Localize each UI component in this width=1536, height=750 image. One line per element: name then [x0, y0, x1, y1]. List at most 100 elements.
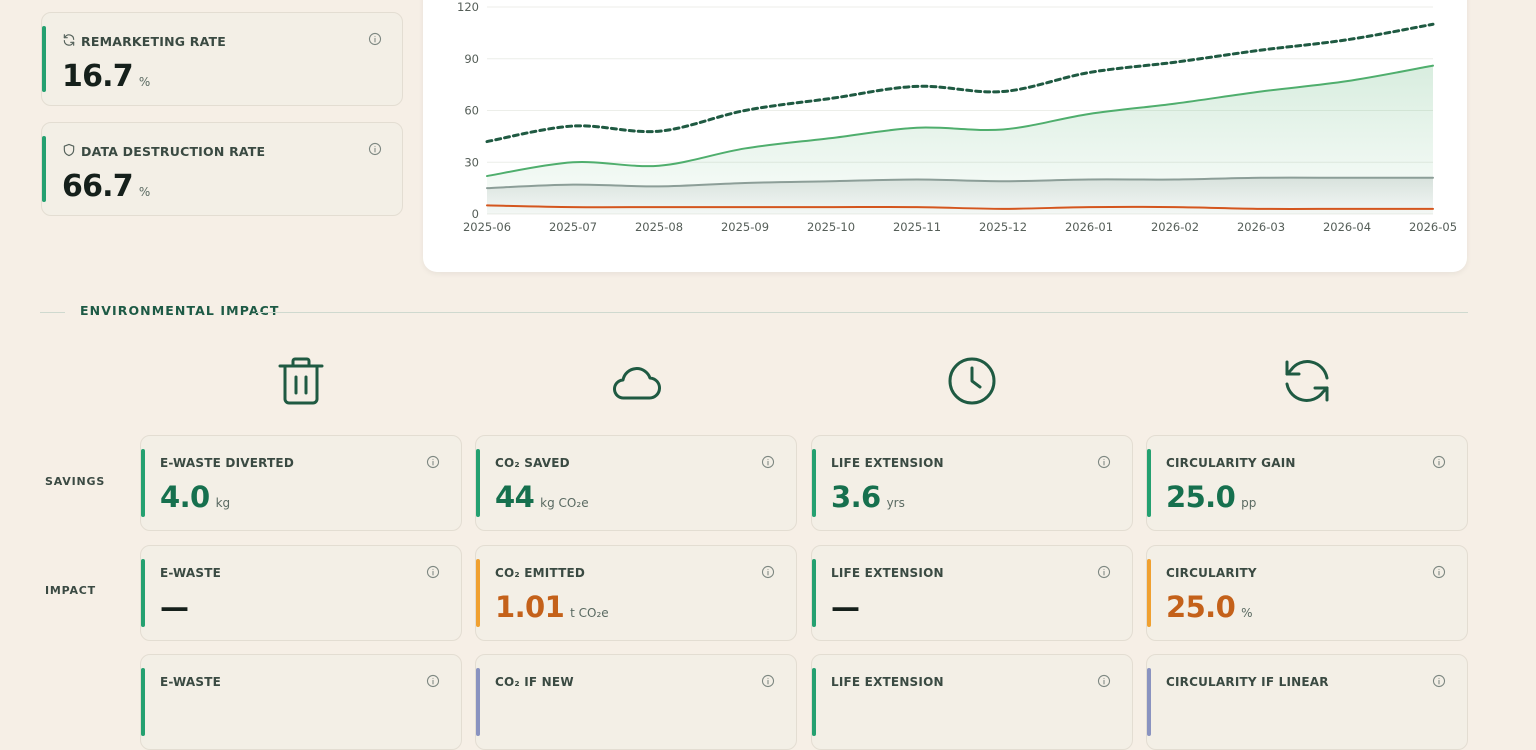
metric-card: LIFE EXTENSION	[811, 654, 1133, 750]
x-tick-label: 2026-05	[1409, 220, 1457, 234]
metric-card: LIFE EXTENSION —	[811, 545, 1133, 641]
metric-card: E-WASTE DIVERTED 4.0 kg	[140, 435, 462, 531]
metric-value: 44	[495, 480, 535, 514]
metric-label: E-WASTE	[160, 566, 222, 580]
metric-label: CIRCULARITY GAIN	[1166, 456, 1296, 470]
accent-bar	[1147, 559, 1151, 627]
metric-label: CO₂ EMITTED	[495, 566, 586, 580]
info-icon[interactable]	[1432, 565, 1446, 579]
x-tick-label: 2026-01	[1065, 220, 1113, 234]
series-area-1	[487, 65, 1433, 215]
info-icon[interactable]	[368, 142, 382, 156]
metric-label: CO₂ IF NEW	[495, 675, 574, 689]
stat-label: DATA DESTRUCTION RATE	[81, 144, 266, 159]
clock-icon	[948, 357, 996, 405]
metric-unit: pp	[1241, 496, 1257, 510]
metric-unit: yrs	[886, 496, 905, 510]
metric-unit: t CO₂e	[570, 606, 609, 620]
series-area-2	[487, 177, 1433, 214]
info-icon[interactable]	[1097, 565, 1111, 579]
metric-value-row: 44 kg CO₂e	[495, 480, 589, 514]
x-tick-label: 2025-06	[463, 220, 511, 234]
stat-value: 66.7	[62, 169, 134, 204]
metric-value-row: 25.0%	[1166, 590, 1253, 624]
metric-value: 1.01	[495, 590, 565, 624]
x-tick-label: 2025-10	[807, 220, 855, 234]
metric-label: LIFE EXTENSION	[831, 456, 944, 470]
trend-line-chart: 0 30 60 90 120 2025-06 2025-07 2025-08 2025-09 20…	[457, 0, 1457, 234]
stat-value: 16.7	[62, 59, 134, 94]
metric-label: CIRCULARITY IF LINEAR	[1166, 675, 1329, 689]
metric-value-row: 3.6 yrs	[831, 480, 905, 514]
metric-value: 25.0	[1166, 480, 1236, 514]
series-line-3	[486, 204, 1434, 210]
info-icon[interactable]	[426, 674, 440, 688]
refresh-icon	[1285, 360, 1329, 402]
metric-unit: kg	[215, 496, 231, 510]
metric-value: 25.0	[1166, 590, 1236, 624]
divider-line	[40, 312, 65, 313]
x-tick-label: 2025-11	[893, 220, 941, 234]
metric-value-row: —	[160, 590, 194, 624]
accent-bar	[812, 449, 816, 517]
metric-label: E-WASTE DIVERTED	[160, 456, 294, 470]
accent-bar	[141, 559, 145, 627]
metric-card: LIFE EXTENSION 3.6 yrs	[811, 435, 1133, 531]
stat-card-data-destruction-rate: DATA DESTRUCTION RATE 66.7%	[41, 122, 403, 216]
accent-bar	[812, 559, 816, 627]
metric-value-row: 4.0 kg	[160, 480, 230, 514]
accent-bar	[141, 449, 145, 517]
info-icon[interactable]	[426, 565, 440, 579]
stat-card-remarketing-rate: REMARKETING RATE 16.7%	[41, 12, 403, 106]
metric-value: 4.0	[160, 480, 210, 514]
info-icon[interactable]	[761, 455, 775, 469]
info-icon[interactable]	[1432, 455, 1446, 469]
trend-chart-card: 0 30 60 90 120 2025-06 2025-07 2025-08 2025-09 20…	[423, 0, 1467, 272]
series-line-2	[486, 176, 1434, 190]
metric-unit: %	[1241, 606, 1253, 620]
info-icon[interactable]	[1097, 455, 1111, 469]
metric-card: CO₂ EMITTED 1.01 t CO₂e	[475, 545, 797, 641]
section-header-environmental-impact: ENVIRONMENTAL IMPACT	[40, 303, 1468, 321]
trash-icon	[278, 357, 324, 405]
accent-bar	[42, 136, 46, 202]
shield-icon	[63, 143, 75, 157]
metric-label: CO₂ SAVED	[495, 456, 570, 470]
metric-label: LIFE EXTENSION	[831, 566, 944, 580]
x-tick-label: 2025-12	[979, 220, 1027, 234]
info-icon[interactable]	[368, 32, 382, 46]
info-icon[interactable]	[426, 455, 440, 469]
refresh-icon	[63, 34, 75, 46]
cloud-icon	[613, 367, 661, 400]
y-tick-label: 30	[464, 155, 479, 169]
metric-card: CO₂ SAVED 44 kg CO₂e	[475, 435, 797, 531]
metric-value-row	[495, 699, 501, 733]
info-icon[interactable]	[1097, 674, 1111, 688]
metric-card: E-WASTE	[140, 654, 462, 750]
info-icon[interactable]	[761, 565, 775, 579]
stat-label: REMARKETING RATE	[81, 34, 226, 49]
x-tick-label: 2026-03	[1237, 220, 1285, 234]
row-label-savings: SAVINGS	[45, 475, 106, 488]
info-icon[interactable]	[761, 674, 775, 688]
metric-value-row: 25.0 pp	[1166, 480, 1256, 514]
metric-unit: kg CO₂e	[540, 496, 589, 510]
metric-value-row: —	[831, 590, 865, 624]
metric-value-row: 1.01 t CO₂e	[495, 590, 609, 624]
metric-card: CIRCULARITY 25.0%	[1146, 545, 1468, 641]
y-tick-label: 60	[464, 104, 479, 118]
accent-bar	[476, 449, 480, 517]
stat-value-row: 66.7%	[62, 169, 150, 204]
accent-bar	[42, 26, 46, 92]
accent-bar	[476, 559, 480, 627]
stat-unit: %	[138, 185, 151, 199]
metric-card: CO₂ IF NEW	[475, 654, 797, 750]
row-label-impact: IMPACT	[45, 584, 96, 597]
metric-value: —	[160, 590, 189, 624]
info-icon[interactable]	[1432, 674, 1446, 688]
accent-bar	[812, 668, 816, 736]
stat-unit: %	[138, 75, 151, 89]
metric-value-row	[831, 699, 837, 733]
series-line-1	[486, 64, 1434, 178]
y-tick-label: 90	[464, 52, 479, 66]
